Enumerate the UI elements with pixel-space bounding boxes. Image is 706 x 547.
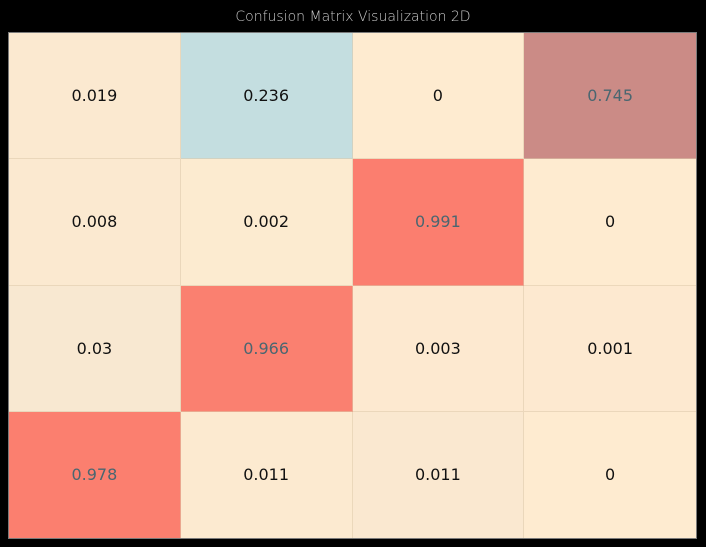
matrix-cell-r0-c1: 0.236 [180, 33, 353, 160]
matrix-cell-r0-c0: 0.019 [9, 33, 181, 160]
matrix-cell-r2-c2: 0.003 [352, 285, 525, 412]
matrix-cell-r0-c3: 0.745 [524, 33, 696, 160]
confusion-matrix-grid: 0.019 0.236 0 0.745 0.008 0.002 0.991 0 0.03 0.96… [8, 32, 697, 539]
matrix-cell-r3-c3: 0 [524, 411, 696, 538]
matrix-cell-r3-c1: 0.011 [180, 411, 353, 538]
matrix-cell-r1-c3: 0 [524, 159, 696, 286]
matrix-cell-r2-c1: 0.966 [180, 285, 353, 412]
matrix-cell-r3-c2: 0.011 [352, 411, 525, 538]
matrix-cell-r1-c0: 0.008 [9, 159, 181, 286]
matrix-cell-r2-c3: 0.001 [524, 285, 696, 412]
matrix-cell-r2-c0: 0.03 [9, 285, 181, 412]
chart-title: Confusion Matrix Visualization 2D [235, 9, 471, 25]
matrix-cell-r1-c2: 0.991 [352, 159, 525, 286]
matrix-cell-r3-c0: 0.978 [9, 411, 181, 538]
matrix-cell-r0-c2: 0 [352, 33, 525, 160]
matrix-cell-r1-c1: 0.002 [180, 159, 353, 286]
